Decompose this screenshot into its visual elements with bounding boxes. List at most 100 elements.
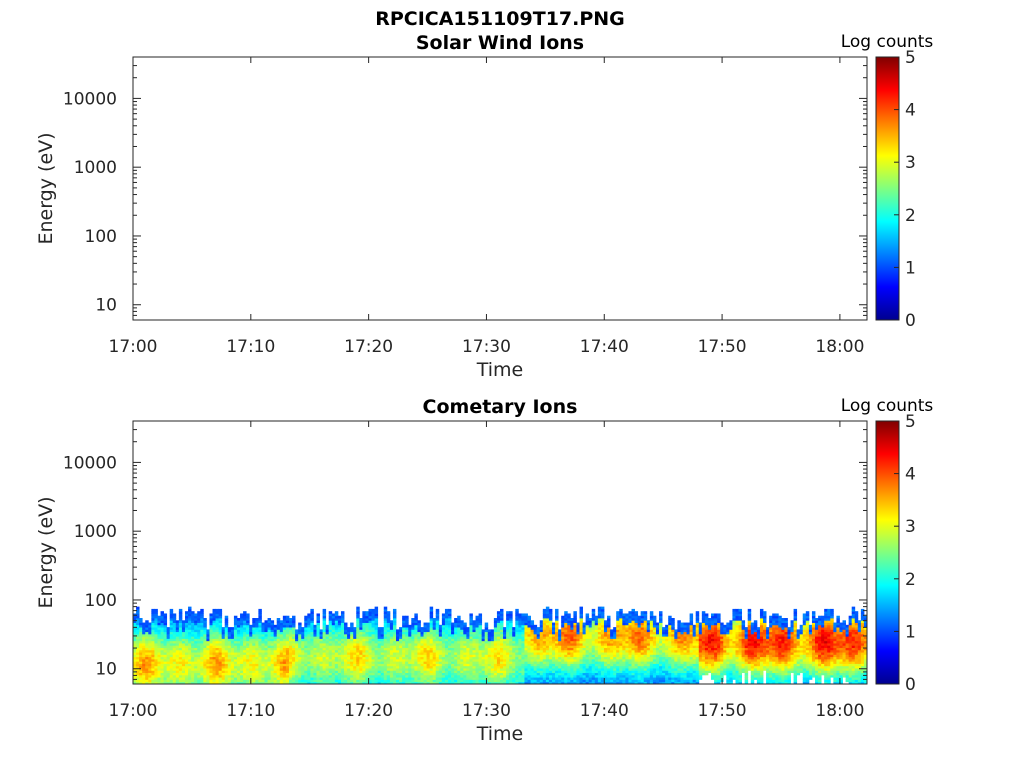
- heatmap-cell: [558, 649, 562, 653]
- heatmap-cell: [215, 647, 220, 651]
- heatmap-cell: [438, 633, 443, 637]
- heatmap-cell: [331, 622, 336, 626]
- heatmap-cell: [163, 647, 168, 651]
- heatmap-cell: [310, 629, 314, 633]
- heatmap-cell: [548, 661, 553, 664]
- heatmap-cell: [555, 679, 559, 683]
- heatmap-cell: [221, 658, 226, 662]
- heatmap-cell: [539, 672, 544, 676]
- heatmap-cell: [594, 672, 599, 676]
- heatmap-cell: [512, 633, 516, 637]
- heatmap-cell: [460, 636, 464, 639]
- heatmap-cell: [524, 649, 528, 653]
- heatmap-cell: [160, 665, 164, 669]
- heatmap-cell: [441, 658, 446, 662]
- heatmap-cell: [206, 647, 210, 651]
- heatmap-cell: [188, 622, 192, 626]
- heatmap-cell: [319, 654, 324, 658]
- heatmap-cell: [472, 647, 476, 651]
- heatmap-cell: [356, 620, 360, 623]
- heatmap-cell: [304, 622, 308, 626]
- heatmap-cell: [493, 661, 498, 664]
- heatmap-cell: [203, 677, 207, 680]
- heatmap-cell: [386, 633, 391, 637]
- heatmap-cell: [188, 629, 192, 633]
- heatmap-cell: [429, 618, 434, 621]
- heatmap-cell: [301, 661, 305, 664]
- heatmap-cell: [588, 652, 593, 655]
- heatmap-cell: [610, 670, 614, 674]
- heatmap-cell: [301, 652, 305, 655]
- heatmap-cell: [613, 627, 617, 630]
- heatmap-cell: [166, 661, 171, 664]
- heatmap-cell: [359, 624, 363, 628]
- heatmap-cell: [371, 638, 376, 642]
- heatmap-cell: [454, 674, 458, 678]
- heatmap-cell: [533, 633, 538, 637]
- heatmap-cell: [515, 665, 519, 669]
- heatmap-cell: [209, 640, 213, 644]
- heatmap-cell: [276, 645, 281, 648]
- heatmap-cell: [579, 640, 583, 644]
- heatmap-cell: [243, 652, 247, 655]
- heatmap-cell: [307, 674, 311, 678]
- heatmap-cell: [319, 663, 324, 667]
- heatmap-cell: [292, 672, 296, 676]
- heatmap-cell: [261, 649, 265, 653]
- heatmap-cell: [368, 633, 372, 637]
- heatmap-cell: [435, 679, 440, 683]
- heatmap-cell: [133, 661, 137, 664]
- heatmap-cell: [512, 665, 516, 669]
- heatmap-cell: [631, 656, 635, 660]
- heatmap-cell: [506, 633, 510, 637]
- heatmap-cell: [166, 677, 171, 680]
- heatmap-cell: [561, 645, 565, 648]
- heatmap-cell: [288, 670, 293, 674]
- heatmap-cell: [463, 638, 467, 642]
- heatmap-cell: [255, 636, 259, 639]
- heatmap-cell: [148, 672, 152, 676]
- heatmap-cell: [444, 649, 449, 653]
- heatmap-cell: [481, 661, 486, 664]
- heatmap-cell: [200, 643, 204, 646]
- heatmap-cell: [558, 643, 562, 646]
- heatmap-cell: [240, 672, 244, 676]
- heatmap-cell: [634, 633, 639, 637]
- heatmap-cell: [493, 638, 498, 642]
- heatmap-cell: [307, 615, 311, 619]
- heatmap-cell: [313, 643, 317, 646]
- heatmap-cell: [252, 636, 256, 639]
- heatmap-cell: [178, 608, 183, 612]
- heatmap-cell: [191, 638, 195, 642]
- heatmap-cell: [249, 627, 253, 630]
- heatmap-cell: [258, 647, 262, 651]
- heatmap-cell: [438, 656, 443, 660]
- heatmap-cell: [243, 670, 247, 674]
- heatmap-cell: [389, 665, 394, 669]
- heatmap-cell: [417, 647, 421, 651]
- heatmap-cell: [328, 663, 333, 667]
- heatmap-cell: [163, 649, 168, 653]
- heatmap-cell: [496, 640, 501, 644]
- heatmap-cell: [154, 663, 158, 667]
- heatmap-cell: [184, 656, 189, 660]
- heatmap-cell: [200, 627, 204, 630]
- heatmap-cell: [625, 656, 629, 660]
- heatmap-cell: [307, 631, 311, 635]
- heatmap-cell: [279, 622, 284, 626]
- heatmap-cell: [160, 668, 164, 671]
- heatmap-cell: [490, 681, 495, 685]
- heatmap-cell: [319, 633, 324, 637]
- heatmap-cell: [625, 633, 629, 637]
- heatmap-cell: [218, 608, 223, 612]
- heatmap-cell: [371, 643, 376, 646]
- heatmap-cell: [139, 679, 143, 683]
- heatmap-cell: [536, 681, 541, 685]
- heatmap-cell: [133, 631, 137, 635]
- heatmap-cell: [536, 672, 541, 676]
- heatmap-cell: [628, 645, 632, 648]
- heatmap-cell: [172, 663, 177, 667]
- heatmap-cell: [475, 654, 479, 658]
- heatmap-cell: [175, 668, 180, 671]
- heatmap-cell: [163, 656, 168, 660]
